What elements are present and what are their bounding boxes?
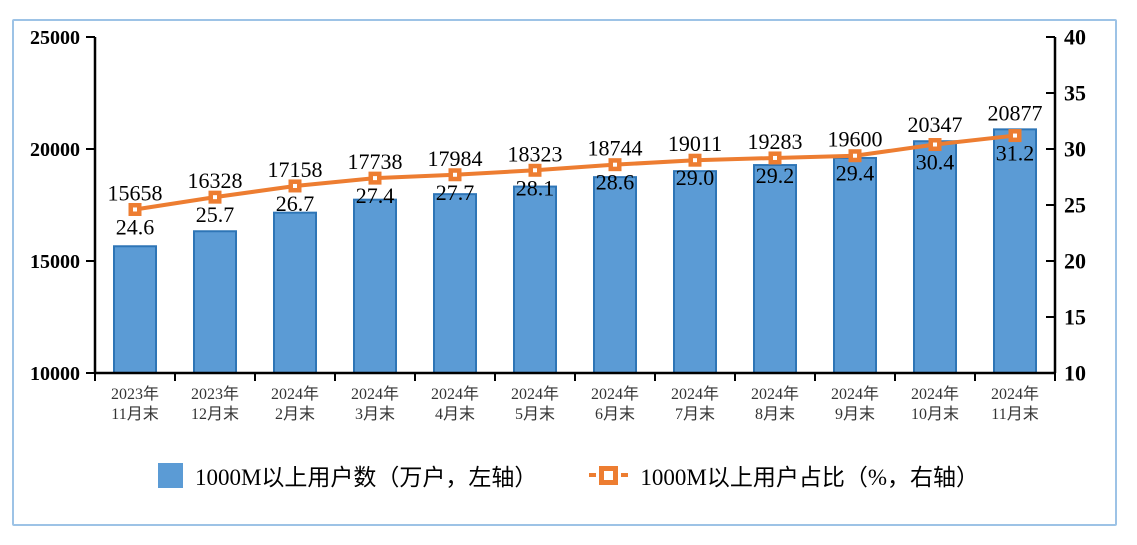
line-value-label: 30.4 (916, 150, 955, 175)
bar-value-label: 19283 (748, 129, 803, 154)
bar-value-label: 18744 (588, 136, 643, 161)
left-axis-tick-label: 15000 (30, 251, 80, 273)
bar (513, 185, 557, 374)
x-axis-label-year: 2023年 (111, 385, 159, 403)
line-value-label: 27.4 (356, 183, 395, 208)
line-value-label: 28.6 (596, 170, 635, 195)
legend-dash-right (621, 473, 629, 477)
x-axis-label-year: 2024年 (911, 385, 959, 403)
left-axis-tick-label: 25000 (30, 27, 80, 49)
line-marker-center (773, 155, 777, 160)
line-marker-center (293, 183, 297, 188)
bar-value-label: 19011 (668, 131, 722, 156)
bar (993, 128, 1037, 374)
x-axis-label-year: 2024年 (991, 385, 1039, 403)
line-value-label: 28.1 (516, 175, 555, 200)
bar (833, 156, 877, 374)
line-value-label: 27.7 (436, 180, 475, 205)
x-axis-label-month: 12月末 (191, 405, 239, 423)
line-marker-center (693, 158, 697, 163)
line-marker-center (373, 176, 377, 181)
x-axis-label-month: 5月末 (515, 405, 555, 423)
line-marker-center (213, 195, 217, 200)
bar-value-label: 20347 (908, 112, 963, 137)
bar-value-label: 17738 (348, 149, 403, 174)
line-value-label: 24.6 (116, 214, 155, 239)
bar-value-label: 15658 (108, 180, 163, 205)
line-marker-center (613, 162, 617, 167)
line-marker-center (533, 168, 537, 173)
right-axis-tick-label: 15 (1064, 305, 1086, 330)
x-axis-label-year: 2024年 (511, 385, 559, 403)
line-series-marker-icon (589, 465, 629, 485)
bar-value-label: 19600 (828, 127, 883, 152)
bar (353, 198, 397, 374)
x-axis-label-month: 3月末 (355, 405, 395, 423)
bar (913, 140, 957, 374)
line-value-label: 26.7 (276, 191, 315, 216)
left-axis-tick-label: 10000 (30, 363, 80, 385)
legend-item-line-series: 1000M以上用户占比（%，右轴） (589, 458, 979, 492)
bar-value-label: 16328 (188, 168, 243, 193)
bar (273, 211, 317, 374)
x-axis-label-month: 10月末 (911, 405, 959, 423)
x-axis-label-year: 2024年 (271, 385, 319, 403)
line-value-label: 25.7 (196, 202, 235, 227)
bar-value-label: 17158 (268, 157, 323, 182)
right-axis-tick-label: 25 (1064, 193, 1086, 218)
x-axis-label-month: 6月末 (595, 405, 635, 423)
x-axis-label-month: 2月末 (275, 405, 315, 423)
right-axis-tick-label: 20 (1064, 249, 1086, 274)
bar-value-label: 18323 (508, 141, 563, 166)
x-axis-label-year: 2024年 (351, 385, 399, 403)
x-axis-label-month: 4月末 (435, 405, 475, 423)
legend-square-marker (599, 465, 619, 485)
x-axis-label-month: 11月末 (111, 405, 158, 423)
bar (193, 230, 237, 374)
right-axis-tick-label: 10 (1064, 361, 1086, 386)
bar (593, 176, 637, 374)
line-value-label: 29.2 (756, 163, 795, 188)
bar (753, 164, 797, 374)
bar-series-swatch-icon (157, 462, 183, 488)
bar (113, 245, 157, 374)
legend-dash-left (589, 473, 597, 477)
right-axis-tick-label: 30 (1064, 137, 1086, 162)
bar-value-label: 20877 (988, 100, 1043, 125)
line-series-path (134, 133, 1016, 212)
line-value-label: 29.0 (676, 165, 715, 190)
line-marker-center (133, 207, 137, 212)
x-axis-label-month: 7月末 (675, 405, 715, 423)
x-axis-label-year: 2024年 (591, 385, 639, 403)
x-axis-label-month: 11月末 (991, 405, 1038, 423)
line-marker-center (1013, 133, 1017, 138)
x-axis-label-month: 8月末 (755, 405, 795, 423)
line-marker-center (933, 142, 937, 147)
x-axis-label-year: 2023年 (191, 385, 239, 403)
left-axis-tick-label: 20000 (30, 139, 80, 161)
legend-label-bar-series: 1000M以上用户数（万户，左轴） (194, 465, 538, 490)
x-axis-label-year: 2024年 (751, 385, 799, 403)
x-axis-label-year: 2024年 (831, 385, 879, 403)
right-axis-tick-label: 40 (1064, 25, 1086, 50)
legend-item-bar-series: 1000M以上用户数（万户，左轴） (157, 458, 538, 492)
chart-legend: 1000M以上用户数（万户，左轴） 1000M以上用户占比（%，右轴） (0, 458, 1137, 492)
x-axis-label-year: 2024年 (431, 385, 479, 403)
right-axis-tick-label: 35 (1064, 81, 1086, 106)
x-axis-label-month: 9月末 (835, 405, 875, 423)
line-value-label: 29.4 (836, 161, 875, 186)
line-marker-center (453, 172, 457, 177)
legend-label-line-series: 1000M以上用户占比（%，右轴） (640, 465, 980, 490)
line-value-label: 31.2 (996, 141, 1035, 166)
bar (673, 170, 717, 374)
bar-value-label: 17984 (428, 146, 483, 171)
line-marker-center (853, 153, 857, 158)
bar (433, 193, 477, 374)
x-axis-label-year: 2024年 (671, 385, 719, 403)
